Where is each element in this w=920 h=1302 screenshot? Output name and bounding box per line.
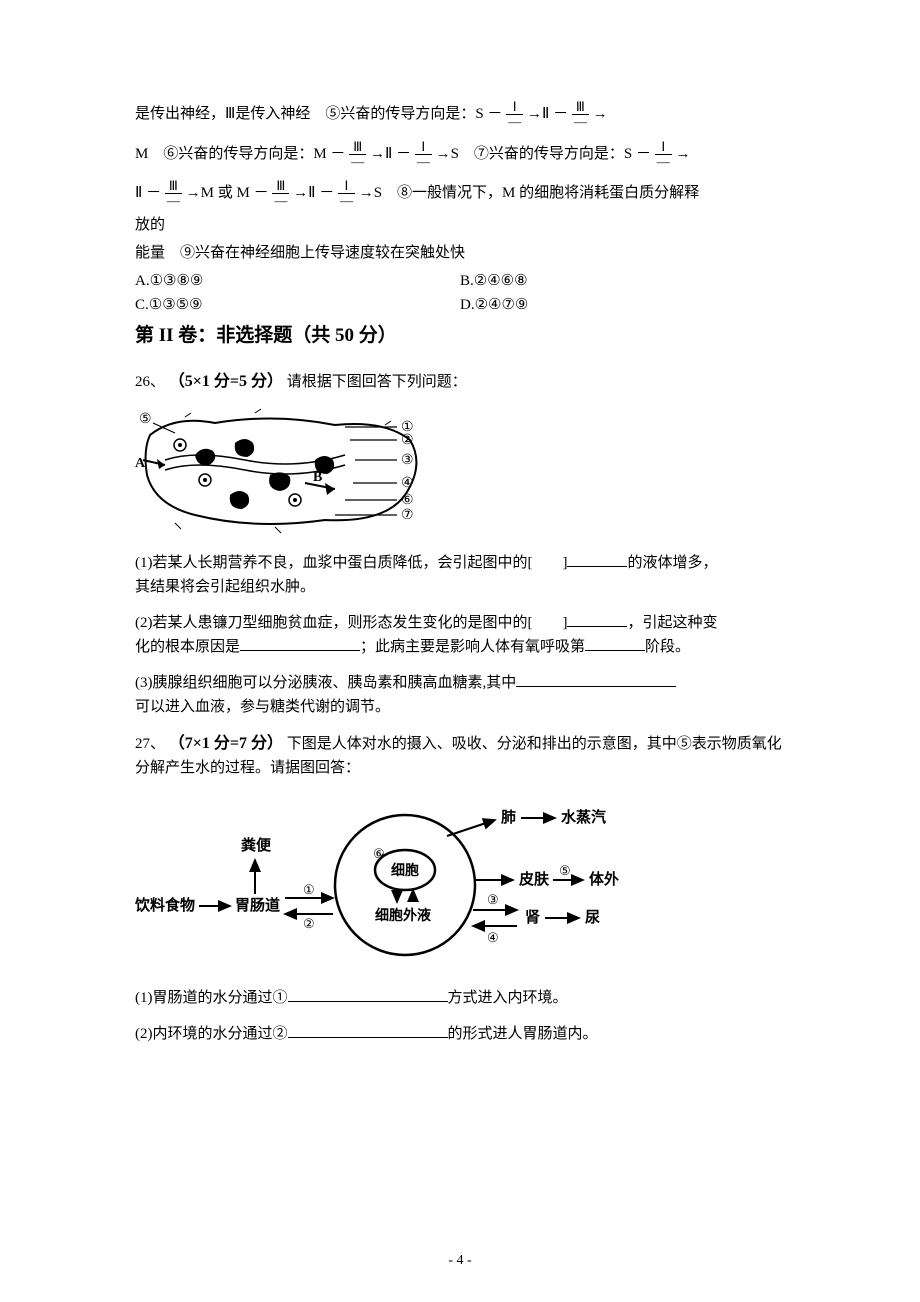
fraction-III: Ⅲ— [572, 100, 589, 130]
blank [240, 635, 360, 651]
page: 是传出神经，Ⅲ是传入神经 ⑤兴奋的传导方向是：S － Ⅰ— →Ⅱ － Ⅲ— → … [0, 0, 920, 1302]
q26-sub2: (2)若某人患镰刀型细胞贫血症，则形态发生变化的是图中的[ ] ，引起这种变 化的… [135, 611, 785, 659]
fraction-I: Ⅰ— [338, 179, 355, 209]
svg-text:⑤: ⑤ [559, 863, 571, 878]
text: (1)若某人长期营养不良，血浆中蛋白质降低，会引起图中的[ ] [135, 555, 567, 571]
text: → [676, 146, 691, 162]
svg-text:④: ④ [401, 476, 414, 491]
svg-text:尿: 尿 [585, 909, 600, 926]
svg-text:粪便: 粪便 [241, 836, 272, 854]
q27-head: 27、 （7×1 分=7 分） 下图是人体对水的摄入、吸收、分泌和排出的示意图，… [135, 731, 785, 781]
svg-text:肺: 肺 [501, 808, 516, 826]
option-b: B.②④⑥⑧ [460, 273, 528, 289]
text: → [593, 106, 608, 122]
text: →Ⅱ － [527, 106, 568, 122]
fraction-III: Ⅲ— [349, 140, 366, 170]
option-d: D.②④⑦⑨ [460, 297, 528, 313]
text: →S ⑦兴奋的传导方向是：S － [436, 146, 651, 162]
option-c: C.①③⑤⑨ [135, 297, 203, 313]
svg-text:细胞外液: 细胞外液 [375, 907, 432, 924]
q-number: 27、 [135, 736, 165, 752]
blank [288, 1022, 448, 1038]
text: →S ⑧一般情况下，M 的细胞将消耗蛋白质分解释 [359, 185, 699, 201]
text: Ⅱ － [135, 185, 161, 201]
fraction-III: Ⅲ— [272, 179, 289, 209]
q27-sub1: (1)胃肠道的水分通过① 方式进入内环境。 [135, 986, 785, 1010]
svg-text:②: ② [401, 433, 414, 448]
blank [585, 635, 645, 651]
svg-text:③: ③ [401, 453, 414, 468]
text: →M 或 M － [186, 185, 269, 201]
text: 化的根本原因是 [135, 639, 240, 655]
q-points: （5×1 分=5 分） [169, 373, 283, 390]
blank [516, 671, 676, 687]
page-number: - 4 - [0, 1250, 920, 1272]
text: 方式进入内环境。 [448, 990, 568, 1006]
svg-text:①: ① [303, 882, 315, 897]
q27-figure: 细胞 细胞外液 ⑥ 饮料食物 胃肠道 ① ② 粪便 肺 水蒸汽 [135, 790, 785, 970]
blank [288, 986, 448, 1002]
fraction-I: Ⅰ— [655, 140, 672, 170]
svg-text:④: ④ [487, 930, 499, 945]
text: 的液体增多， [627, 555, 717, 571]
svg-text:体外: 体外 [589, 870, 619, 888]
text: 的形式进人胃肠道内。 [448, 1026, 598, 1042]
blank [567, 551, 627, 567]
text: 可以进入血液，参与糖类代谢的调节。 [135, 699, 390, 715]
text: 其结果将会引起组织水肿。 [135, 579, 315, 595]
fraction-III: Ⅲ— [165, 179, 182, 209]
svg-text:⑥: ⑥ [373, 846, 385, 861]
svg-text:⑤: ⑤ [139, 412, 152, 427]
svg-text:②: ② [303, 916, 315, 931]
text: 是传出神经，Ⅲ是传入神经 ⑤兴奋的传导方向是：S － [135, 106, 502, 122]
svg-text:饮料食物: 饮料食物 [135, 896, 195, 914]
fraction-I: Ⅰ— [415, 140, 432, 170]
q26-sub3: (3)胰腺组织细胞可以分泌胰液、胰岛素和胰高血糖素,其中 可以进入血液，参与糖类… [135, 671, 785, 719]
svg-text:胃肠道: 胃肠道 [235, 896, 280, 914]
svg-text:A: A [135, 456, 146, 471]
text: →Ⅱ － [370, 146, 411, 162]
answer-options: A.①③⑧⑨ B.②④⑥⑧ C.①③⑤⑨ D.②④⑦⑨ [135, 269, 785, 317]
text: (3)胰腺组织细胞可以分泌胰液、胰岛素和胰高血糖素,其中 [135, 675, 516, 691]
option-a: A.①③⑧⑨ [135, 273, 203, 289]
text: ，引起这种变 [627, 615, 717, 631]
text: M ⑥兴奋的传导方向是：M － [135, 146, 345, 162]
q26-head: 26、 （5×1 分=5 分） 请根据下图回答下列问题： [135, 369, 785, 395]
q26-figure: A B ① ② ③ ④ ⑥ ⑦ ⑤ [135, 405, 785, 535]
q27-sub2: (2)内环境的水分通过② 的形式进人胃肠道内。 [135, 1022, 785, 1046]
section-title: 第 II 卷：非选择题（共 50 分） [135, 321, 785, 351]
intro-line-4: 放的 [135, 213, 785, 237]
text: 阶段。 [645, 639, 690, 655]
text: →Ⅱ － [293, 185, 334, 201]
svg-text:③: ③ [487, 892, 499, 907]
text: ；此病主要是影响人体有氧呼吸第 [360, 639, 585, 655]
q26-sub1: (1)若某人长期营养不良，血浆中蛋白质降低，会引起图中的[ ] 的液体增多， 其结… [135, 551, 785, 599]
svg-text:肾: 肾 [525, 909, 540, 926]
q-points: （7×1 分=7 分） [169, 735, 283, 752]
q-stem: 请根据下图回答下列问题： [287, 374, 467, 390]
svg-text:细胞: 细胞 [391, 862, 419, 879]
intro-line-1: 是传出神经，Ⅲ是传入神经 ⑤兴奋的传导方向是：S － Ⅰ— →Ⅱ － Ⅲ— → [135, 100, 785, 130]
svg-text:B: B [313, 470, 322, 485]
text: (2)若某人患镰刀型细胞贫血症，则形态发生变化的是图中的[ ] [135, 615, 567, 631]
intro-line-5: 能量 ⑨兴奋在神经细胞上传导速度较在突触处快 [135, 241, 785, 265]
svg-text:⑥: ⑥ [401, 493, 414, 508]
text: (2)内环境的水分通过② [135, 1026, 288, 1042]
q-number: 26、 [135, 374, 165, 390]
fraction-I: Ⅰ— [506, 100, 523, 130]
blank [567, 611, 627, 627]
svg-text:水蒸汽: 水蒸汽 [561, 808, 606, 826]
svg-text:⑦: ⑦ [401, 508, 414, 523]
text: (1)胃肠道的水分通过① [135, 990, 288, 1006]
intro-line-2: M ⑥兴奋的传导方向是：M － Ⅲ— →Ⅱ － Ⅰ— →S ⑦兴奋的传导方向是：… [135, 140, 785, 170]
intro-line-3: Ⅱ － Ⅲ— →M 或 M － Ⅲ— →Ⅱ － Ⅰ— →S ⑧一般情况下，M 的… [135, 179, 785, 209]
svg-text:皮肤: 皮肤 [519, 870, 550, 888]
